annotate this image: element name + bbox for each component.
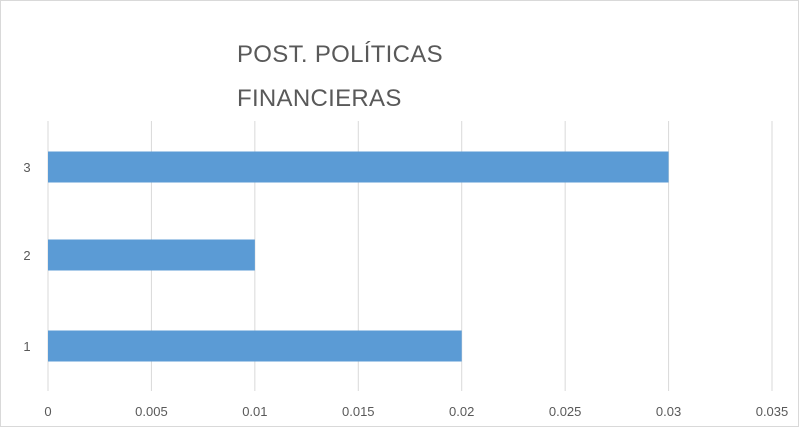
- bar-category-3: [48, 151, 669, 183]
- x-tick-label-7: 0.035: [756, 404, 789, 419]
- x-tick-label-3: 0.015: [342, 404, 375, 419]
- chart-title-line-2: FINANCIERAS: [237, 85, 402, 112]
- chart-title: POST. POLÍTICAS FINANCIERAS: [237, 33, 443, 121]
- chart-title-line-1: POST. POLÍTICAS: [237, 41, 443, 68]
- y-tick-label-1: 1: [23, 339, 30, 354]
- x-tick-label-2: 0.01: [242, 404, 267, 419]
- x-tick-label-4: 0.02: [449, 404, 474, 419]
- y-tick-label-3: 3: [23, 160, 30, 175]
- x-tick-label-5: 0.025: [549, 404, 582, 419]
- bar-category-1: [48, 330, 462, 362]
- bar-category-2: [48, 239, 255, 271]
- x-tick-label-0: 0: [44, 404, 51, 419]
- y-tick-label-2: 2: [23, 248, 30, 263]
- x-tick-label-6: 0.03: [656, 404, 681, 419]
- x-tick-label-1: 0.005: [135, 404, 168, 419]
